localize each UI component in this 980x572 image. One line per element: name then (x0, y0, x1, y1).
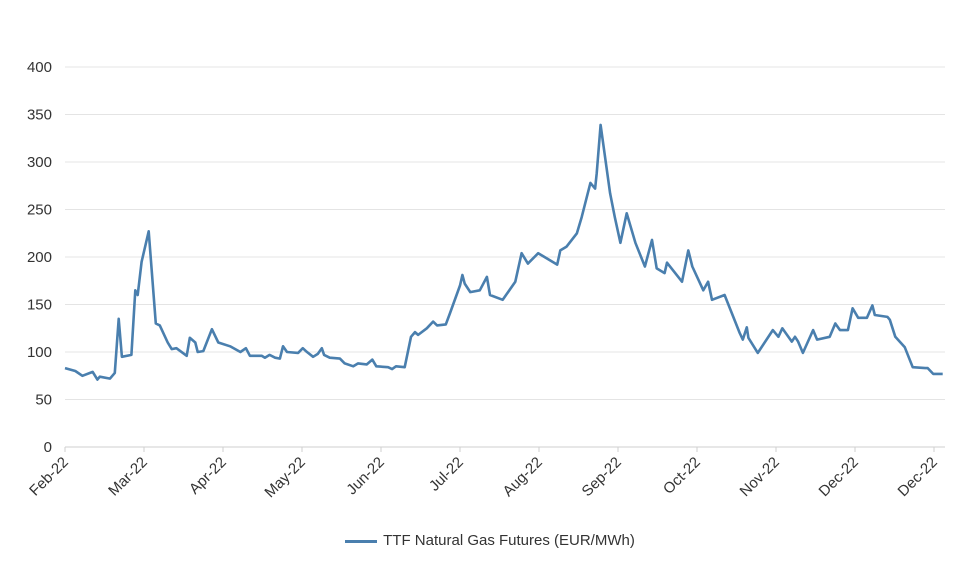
y-tick-label: 400 (27, 59, 52, 76)
y-tick-label: 150 (27, 297, 52, 314)
x-tick-label: Apr-22 (186, 454, 230, 498)
y-tick-label: 250 (27, 202, 52, 219)
y-tick-label: 100 (27, 344, 52, 361)
legend-line-swatch (345, 539, 378, 543)
legend: TTF Natural Gas Futures (EUR/MWh) (0, 532, 980, 549)
x-tick-label: Oct-22 (660, 454, 704, 498)
x-tick-label: Aug-22 (500, 454, 546, 500)
x-tick-label: Sep-22 (579, 454, 625, 500)
line-chart: 0 50 100 150 200 250 300 350 400 Feb-22 Mar-22 Apr… (26, 59, 945, 501)
y-tick-label: 200 (27, 249, 52, 266)
x-tick-label: Dec-22 (816, 454, 862, 500)
y-tick-label: 0 (44, 439, 52, 456)
x-tick-label: Nov-22 (737, 454, 783, 500)
legend-label: TTF Natural Gas Futures (EUR/MWh) (383, 532, 635, 549)
x-tick-label: Jul-22 (426, 454, 467, 495)
y-tick-label: 50 (35, 392, 52, 409)
gridlines (65, 66, 945, 448)
series-line-ttf (64, 123, 943, 381)
x-tick-label: Feb-22 (26, 454, 72, 500)
x-tick-label: Dec-22 (895, 454, 941, 500)
x-tick-label: Jun-22 (343, 454, 387, 498)
series-layer (64, 123, 943, 381)
x-axis: Feb-22 Mar-22 Apr-22 May-22 Jun-22 Jul-22 Aug-… (26, 447, 941, 501)
y-axis-ticks: 0 50 100 150 200 250 300 350 400 (27, 59, 52, 456)
y-tick-label: 350 (27, 107, 52, 124)
x-tick-label: Mar-22 (105, 454, 151, 500)
y-tick-label: 300 (27, 154, 52, 171)
x-tick-label: May-22 (261, 454, 308, 501)
